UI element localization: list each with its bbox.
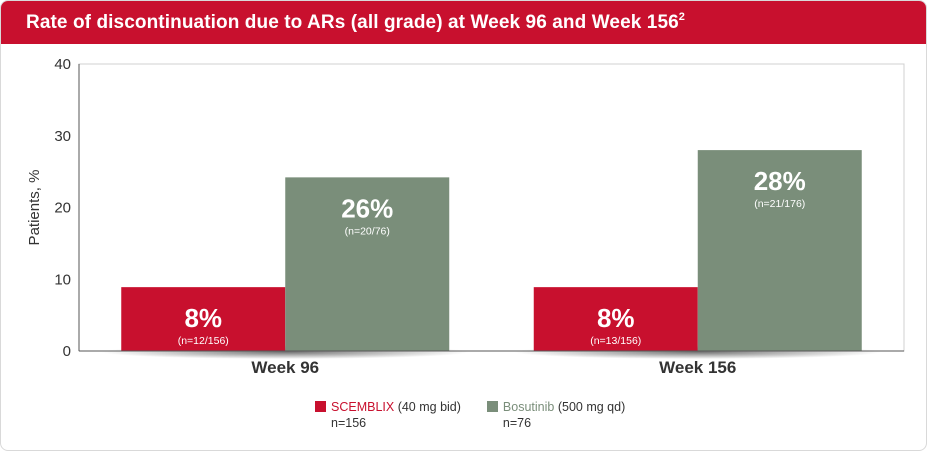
title-footnote: 2 (678, 11, 686, 23)
y-tick-label: 30 (54, 128, 71, 145)
y-tick-label: 10 (54, 271, 71, 288)
y-tick-label: 20 (54, 200, 71, 217)
legend-swatch-bosutinib (486, 401, 498, 412)
x-category-label: Week 96 (251, 358, 319, 377)
data-label: 8% (597, 303, 635, 333)
data-sublabel: (n=21/176) (754, 198, 805, 210)
bar-scemblix (121, 287, 286, 351)
data-label: 28% (754, 166, 806, 196)
title-banner: Rate of discontinuation due to ARs (all … (1, 1, 926, 44)
legend-n-scemblix: n=156 (331, 416, 367, 430)
y-tick-label: 0 (63, 343, 71, 360)
legend-n-bosutinib: n=76 (502, 416, 532, 430)
data-sublabel: (n=20/76) (345, 225, 390, 237)
legend-swatch-scemblix (315, 401, 326, 412)
legend-dose-scemblix: (40 mg bid) (394, 400, 461, 414)
data-label: 8% (184, 303, 222, 333)
y-axis-label: Patients, % (26, 170, 43, 246)
data-label: 26% (341, 193, 393, 223)
x-category-label: Week 156 (659, 358, 736, 377)
legend-item-scemblix: SCEMBLIX (40 mg bid) n=156 (315, 399, 461, 431)
data-sublabel: (n=12/156) (178, 335, 229, 347)
y-tick-label: 40 (54, 56, 71, 73)
legend: SCEMBLIX (40 mg bid) n=156 Bosutinib (50… (315, 399, 625, 431)
legend-item-bosutinib: Bosutinib (500 mg qd) n=76 (486, 399, 626, 431)
legend-label-bosutinib: Bosutinib (502, 400, 555, 414)
data-sublabel: (n=13/156) (590, 335, 641, 347)
bar-bosutinib (697, 150, 862, 351)
legend-dose-bosutinib: (500 mg qd) (554, 400, 626, 414)
chart-title: Rate of discontinuation due to ARs (all … (26, 11, 686, 33)
legend-label-scemblix: SCEMBLIX (331, 400, 395, 414)
bar-scemblix (533, 287, 698, 351)
bar-bosutinib (285, 177, 450, 351)
